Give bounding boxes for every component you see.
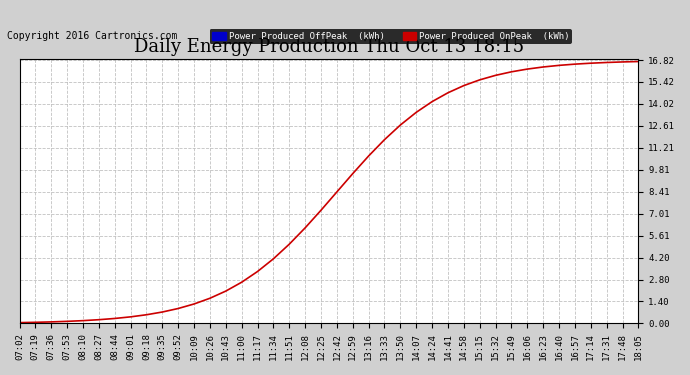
Legend: Power Produced OffPeak  (kWh), Power Produced OnPeak  (kWh): Power Produced OffPeak (kWh), Power Prod…	[210, 30, 572, 44]
Text: Copyright 2016 Cartronics.com: Copyright 2016 Cartronics.com	[7, 32, 177, 41]
Title: Daily Energy Production Thu Oct 13 18:15: Daily Energy Production Thu Oct 13 18:15	[134, 38, 524, 56]
